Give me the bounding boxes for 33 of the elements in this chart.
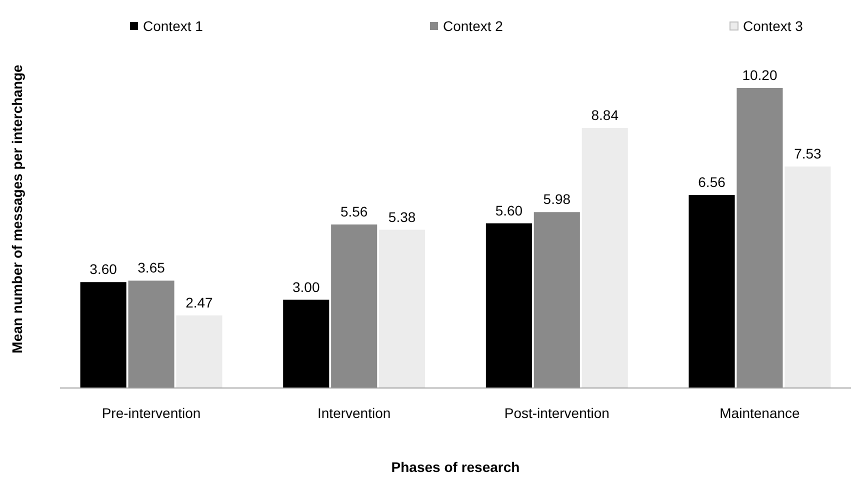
bar bbox=[486, 223, 532, 388]
data-label: 3.60 bbox=[90, 261, 118, 278]
data-label: 5.98 bbox=[543, 191, 571, 208]
x-tick-label: Maintenance bbox=[720, 405, 800, 421]
legend-label: Context 3 bbox=[743, 18, 804, 34]
bar bbox=[331, 224, 378, 388]
bar bbox=[176, 315, 222, 388]
bar bbox=[582, 128, 628, 388]
data-label: 5.56 bbox=[340, 203, 368, 220]
bar bbox=[80, 282, 126, 388]
data-label: 2.47 bbox=[186, 294, 214, 310]
legend-label: Context 1 bbox=[143, 18, 204, 34]
data-label: 8.84 bbox=[591, 107, 619, 123]
data-label: 7.53 bbox=[794, 146, 822, 162]
bar bbox=[784, 166, 831, 388]
x-tick-label: Pre-intervention bbox=[102, 405, 201, 421]
data-label: 10.20 bbox=[742, 67, 778, 83]
data-label: 5.60 bbox=[495, 202, 523, 218]
data-label: 5.38 bbox=[388, 208, 416, 225]
data-label: 6.56 bbox=[698, 174, 726, 190]
bar bbox=[128, 280, 174, 388]
bar bbox=[688, 195, 735, 388]
bar bbox=[283, 300, 330, 388]
x-axis-title: Phases of research bbox=[391, 459, 520, 475]
data-label: 3.00 bbox=[292, 278, 320, 295]
bar bbox=[379, 230, 426, 388]
x-tick-label: Post-intervention bbox=[504, 405, 610, 421]
data-label: 3.65 bbox=[138, 260, 166, 276]
bar bbox=[534, 212, 580, 388]
legend-label: Context 2 bbox=[443, 18, 504, 34]
x-tick-label: Intervention bbox=[318, 405, 391, 421]
bar bbox=[736, 88, 783, 388]
y-axis-title: Mean number of messages per interchange bbox=[9, 64, 25, 354]
